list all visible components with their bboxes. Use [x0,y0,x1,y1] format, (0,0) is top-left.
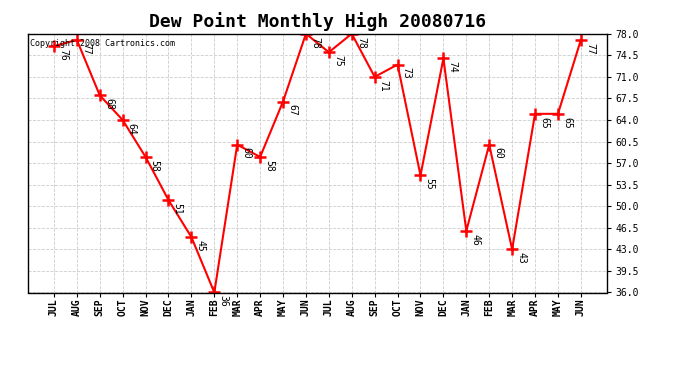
Text: 43: 43 [516,252,526,264]
Text: 73: 73 [402,68,412,79]
Text: 71: 71 [379,80,389,92]
Text: 75: 75 [333,55,343,67]
Text: 46: 46 [471,234,480,245]
Text: 45: 45 [195,240,206,252]
Text: 78: 78 [310,36,320,48]
Text: 77: 77 [81,43,91,54]
Text: 65: 65 [562,117,572,128]
Text: 58: 58 [264,160,275,171]
Text: 67: 67 [287,104,297,116]
Text: 60: 60 [493,147,504,159]
Text: Copyright 2008 Cartronics.com: Copyright 2008 Cartronics.com [30,39,175,48]
Title: Dew Point Monthly High 20080716: Dew Point Monthly High 20080716 [149,12,486,31]
Text: 78: 78 [356,36,366,48]
Text: 36: 36 [219,295,228,307]
Text: 74: 74 [448,61,457,73]
Text: 55: 55 [424,178,435,190]
Text: 65: 65 [539,117,549,128]
Text: 58: 58 [150,160,160,171]
Text: 60: 60 [241,147,251,159]
Text: 77: 77 [585,43,595,54]
Text: 76: 76 [58,49,68,61]
Text: 51: 51 [172,203,183,214]
Text: 68: 68 [104,98,114,110]
Text: 64: 64 [127,123,137,135]
